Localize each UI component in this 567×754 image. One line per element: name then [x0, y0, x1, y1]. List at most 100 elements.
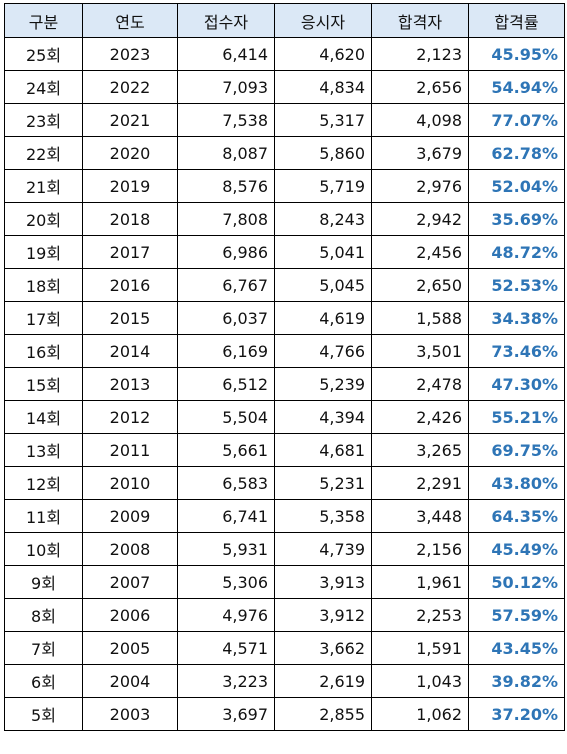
- cell-passers: 2,976: [371, 169, 469, 203]
- cell-examinees: 5,045: [274, 268, 372, 302]
- cell-year: 2006: [82, 598, 178, 632]
- cell-passers: 1,062: [371, 697, 469, 731]
- cell-examinees: 2,619: [274, 664, 372, 698]
- cell-round: 11회: [4, 499, 83, 533]
- cell-year: 2007: [82, 565, 178, 599]
- cell-pass-rate: 45.49%: [468, 532, 565, 566]
- cell-pass-rate: 34.38%: [468, 301, 565, 335]
- cell-examinees: 5,231: [274, 466, 372, 500]
- cell-passers: 2,123: [371, 37, 469, 71]
- table-row: 8회 2006 4,976 3,912 2,253 57.59%: [4, 598, 565, 632]
- cell-year: 2014: [82, 334, 178, 368]
- cell-passers: 1,043: [371, 664, 469, 698]
- cell-examinees: 4,620: [274, 37, 372, 71]
- table-row: 11회 2009 6,741 5,358 3,448 64.35%: [4, 499, 565, 533]
- cell-applicants: 5,931: [177, 532, 275, 566]
- cell-examinees: 4,766: [274, 334, 372, 368]
- cell-pass-rate: 37.20%: [468, 697, 565, 731]
- cell-examinees: 5,041: [274, 235, 372, 269]
- cell-passers: 4,098: [371, 103, 469, 137]
- cell-examinees: 3,662: [274, 631, 372, 665]
- header-year: 연도: [82, 3, 178, 38]
- cell-passers: 2,426: [371, 400, 469, 434]
- cell-year: 2004: [82, 664, 178, 698]
- cell-round: 25회: [4, 37, 83, 71]
- cell-pass-rate: 73.46%: [468, 334, 565, 368]
- cell-pass-rate: 43.80%: [468, 466, 565, 500]
- table-row: 16회 2014 6,169 4,766 3,501 73.46%: [4, 334, 565, 368]
- cell-pass-rate: 69.75%: [468, 433, 565, 467]
- cell-passers: 3,679: [371, 136, 469, 170]
- cell-round: 17회: [4, 301, 83, 335]
- cell-passers: 3,265: [371, 433, 469, 467]
- exam-results-table-container: 구분 연도 접수자 응시자 합격자 합격률 25회 2023 6,414 4,620 2…: [4, 3, 565, 731]
- cell-year: 2011: [82, 433, 178, 467]
- table-row: 13회 2011 5,661 4,681 3,265 69.75%: [4, 433, 565, 467]
- table-row: 9회 2007 5,306 3,913 1,961 50.12%: [4, 565, 565, 599]
- cell-year: 2005: [82, 631, 178, 665]
- cell-pass-rate: 50.12%: [468, 565, 565, 599]
- cell-examinees: 5,358: [274, 499, 372, 533]
- cell-round: 22회: [4, 136, 83, 170]
- cell-passers: 2,253: [371, 598, 469, 632]
- header-examinees: 응시자: [274, 3, 372, 38]
- cell-applicants: 8,576: [177, 169, 275, 203]
- cell-year: 2013: [82, 367, 178, 401]
- cell-passers: 3,448: [371, 499, 469, 533]
- cell-pass-rate: 77.07%: [468, 103, 565, 137]
- cell-applicants: 8,087: [177, 136, 275, 170]
- cell-round: 12회: [4, 466, 83, 500]
- table-row: 7회 2005 4,571 3,662 1,591 43.45%: [4, 631, 565, 665]
- cell-year: 2020: [82, 136, 178, 170]
- cell-pass-rate: 64.35%: [468, 499, 565, 533]
- cell-examinees: 3,913: [274, 565, 372, 599]
- exam-results-table: 구분 연도 접수자 응시자 합격자 합격률 25회 2023 6,414 4,620 2…: [4, 3, 565, 731]
- table-body: 25회 2023 6,414 4,620 2,123 45.95% 24회 2022 7,093…: [4, 37, 565, 731]
- header-row: 구분 연도 접수자 응시자 합격자 합격률: [4, 3, 565, 38]
- cell-applicants: 6,767: [177, 268, 275, 302]
- table-row: 20회 2018 7,808 8,243 2,942 35.69%: [4, 202, 565, 236]
- cell-passers: 1,591: [371, 631, 469, 665]
- cell-applicants: 6,169: [177, 334, 275, 368]
- cell-passers: 2,650: [371, 268, 469, 302]
- cell-year: 2016: [82, 268, 178, 302]
- table-row: 12회 2010 6,583 5,231 2,291 43.80%: [4, 466, 565, 500]
- cell-examinees: 4,681: [274, 433, 372, 467]
- cell-examinees: 4,739: [274, 532, 372, 566]
- cell-applicants: 6,414: [177, 37, 275, 71]
- cell-year: 2008: [82, 532, 178, 566]
- table-row: 25회 2023 6,414 4,620 2,123 45.95%: [4, 37, 565, 71]
- cell-year: 2019: [82, 169, 178, 203]
- cell-pass-rate: 47.30%: [468, 367, 565, 401]
- cell-passers: 2,291: [371, 466, 469, 500]
- cell-pass-rate: 39.82%: [468, 664, 565, 698]
- cell-pass-rate: 48.72%: [468, 235, 565, 269]
- cell-passers: 2,478: [371, 367, 469, 401]
- table-header: 구분 연도 접수자 응시자 합격자 합격률: [4, 3, 565, 38]
- cell-passers: 3,501: [371, 334, 469, 368]
- cell-round: 7회: [4, 631, 83, 665]
- cell-passers: 2,942: [371, 202, 469, 236]
- cell-pass-rate: 43.45%: [468, 631, 565, 665]
- cell-applicants: 6,037: [177, 301, 275, 335]
- cell-year: 2022: [82, 70, 178, 104]
- table-row: 22회 2020 8,087 5,860 3,679 62.78%: [4, 136, 565, 170]
- cell-round: 10회: [4, 532, 83, 566]
- cell-pass-rate: 52.04%: [468, 169, 565, 203]
- cell-passers: 2,156: [371, 532, 469, 566]
- cell-applicants: 5,306: [177, 565, 275, 599]
- cell-pass-rate: 45.95%: [468, 37, 565, 71]
- cell-pass-rate: 52.53%: [468, 268, 565, 302]
- cell-passers: 2,656: [371, 70, 469, 104]
- cell-round: 21회: [4, 169, 83, 203]
- table-row: 24회 2022 7,093 4,834 2,656 54.94%: [4, 70, 565, 104]
- cell-examinees: 5,719: [274, 169, 372, 203]
- cell-applicants: 6,741: [177, 499, 275, 533]
- cell-round: 18회: [4, 268, 83, 302]
- header-passers: 합격자: [371, 3, 469, 38]
- cell-pass-rate: 55.21%: [468, 400, 565, 434]
- cell-examinees: 3,912: [274, 598, 372, 632]
- table-row: 15회 2013 6,512 5,239 2,478 47.30%: [4, 367, 565, 401]
- cell-applicants: 4,571: [177, 631, 275, 665]
- table-row: 17회 2015 6,037 4,619 1,588 34.38%: [4, 301, 565, 335]
